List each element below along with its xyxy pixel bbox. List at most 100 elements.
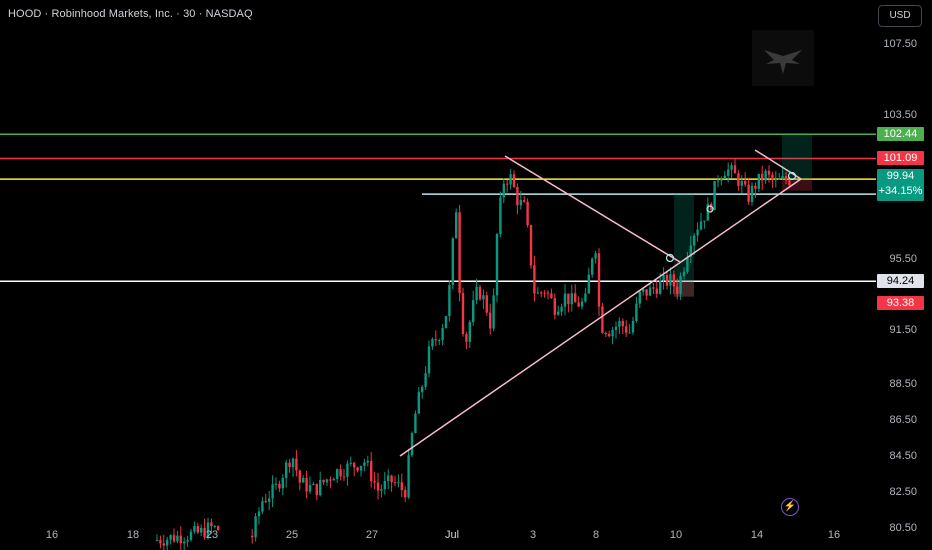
candle-body (662, 274, 665, 281)
candle-body (628, 332, 631, 334)
candle (393, 475, 397, 487)
candle (380, 484, 383, 498)
candle-body (723, 175, 726, 179)
candle-body (366, 460, 369, 463)
candle-body (557, 311, 560, 315)
candle-body (550, 293, 553, 299)
tag-red-level: 101.09 (877, 151, 924, 166)
candle (628, 323, 631, 334)
candle-body (608, 333, 611, 337)
candle-body (635, 303, 638, 321)
time-axis-label: 16 (827, 529, 841, 541)
candle (560, 303, 563, 316)
ascending-trendline (399, 178, 802, 457)
candle (461, 287, 465, 337)
price-axis-label: 86.50 (889, 414, 917, 427)
candle-body (713, 181, 716, 210)
candle-body (186, 539, 189, 542)
time-axis-label: 10 (669, 529, 683, 541)
candle-body (308, 484, 312, 492)
candle-body (584, 293, 587, 302)
lightning-icon[interactable]: ⚡ (781, 498, 799, 516)
eagle-icon (764, 50, 802, 74)
candle (754, 182, 757, 198)
candle-body (716, 180, 720, 182)
candle-body (288, 462, 291, 468)
candle (376, 472, 380, 500)
watermark-logo (752, 30, 814, 86)
candle-body (461, 293, 465, 335)
candle (781, 166, 784, 181)
candle (553, 293, 556, 320)
candle (574, 284, 577, 303)
candle (495, 232, 499, 303)
candle-body (560, 306, 563, 312)
candle-body (669, 274, 672, 286)
candle-body (512, 174, 516, 188)
candle (288, 458, 291, 473)
candle-body (278, 483, 281, 489)
candle (268, 490, 271, 511)
candle-body (200, 527, 203, 533)
candle-body (166, 539, 169, 546)
candle (431, 337, 434, 350)
price-axis-label: 84.50 (889, 449, 917, 462)
candle-body (519, 200, 522, 206)
pennant-upper-trendline (754, 149, 802, 180)
candle (747, 177, 750, 205)
candle-body (767, 170, 771, 175)
candle-body (383, 480, 386, 490)
candle-body (264, 501, 267, 503)
candle-body (546, 292, 550, 294)
candle (693, 233, 696, 255)
candle (720, 176, 723, 186)
candle-body (652, 287, 655, 289)
candle-body (356, 467, 359, 471)
time-axis-label: 14 (750, 529, 764, 541)
candle-body (472, 300, 475, 323)
candle (176, 530, 179, 544)
candle-body (730, 165, 733, 170)
candle (744, 172, 747, 187)
time-axis-label: 8 (592, 529, 600, 541)
time-axis-label: 3 (529, 529, 537, 541)
horizontal-levels (0, 133, 876, 283)
candle (254, 513, 257, 542)
candle (438, 338, 441, 346)
candle-body (655, 288, 658, 294)
candle-body (319, 479, 322, 496)
candle (468, 319, 471, 349)
candle-body (329, 479, 332, 481)
candle (172, 528, 176, 543)
candle-body (737, 173, 740, 186)
symbol-title[interactable]: HOOD · Robinhood Markets, Inc. · 30 · NA… (8, 8, 253, 20)
price-axis-label: 91.50 (889, 324, 917, 337)
candle-body (336, 469, 339, 479)
candle (251, 529, 254, 544)
candle (662, 267, 665, 290)
candle (557, 305, 560, 316)
candle (189, 528, 193, 542)
candle-body (577, 302, 580, 307)
position-zones (674, 134, 812, 297)
candle-body (526, 201, 529, 226)
candle (540, 290, 543, 298)
candle (410, 431, 414, 458)
time-axis-label: 16 (45, 529, 59, 541)
candle (472, 290, 475, 326)
candle (502, 178, 505, 204)
candle (652, 282, 655, 294)
candle-body (506, 183, 509, 185)
candle-body (536, 292, 539, 294)
candle-body (686, 256, 689, 272)
candle-body (390, 475, 393, 483)
candle (183, 537, 186, 550)
candle (563, 284, 567, 316)
candle (186, 535, 189, 548)
candle (278, 480, 281, 492)
candle-body (451, 238, 454, 286)
currency-button[interactable]: USD (878, 5, 922, 27)
target-zone (782, 134, 812, 180)
candle-body (438, 340, 441, 342)
